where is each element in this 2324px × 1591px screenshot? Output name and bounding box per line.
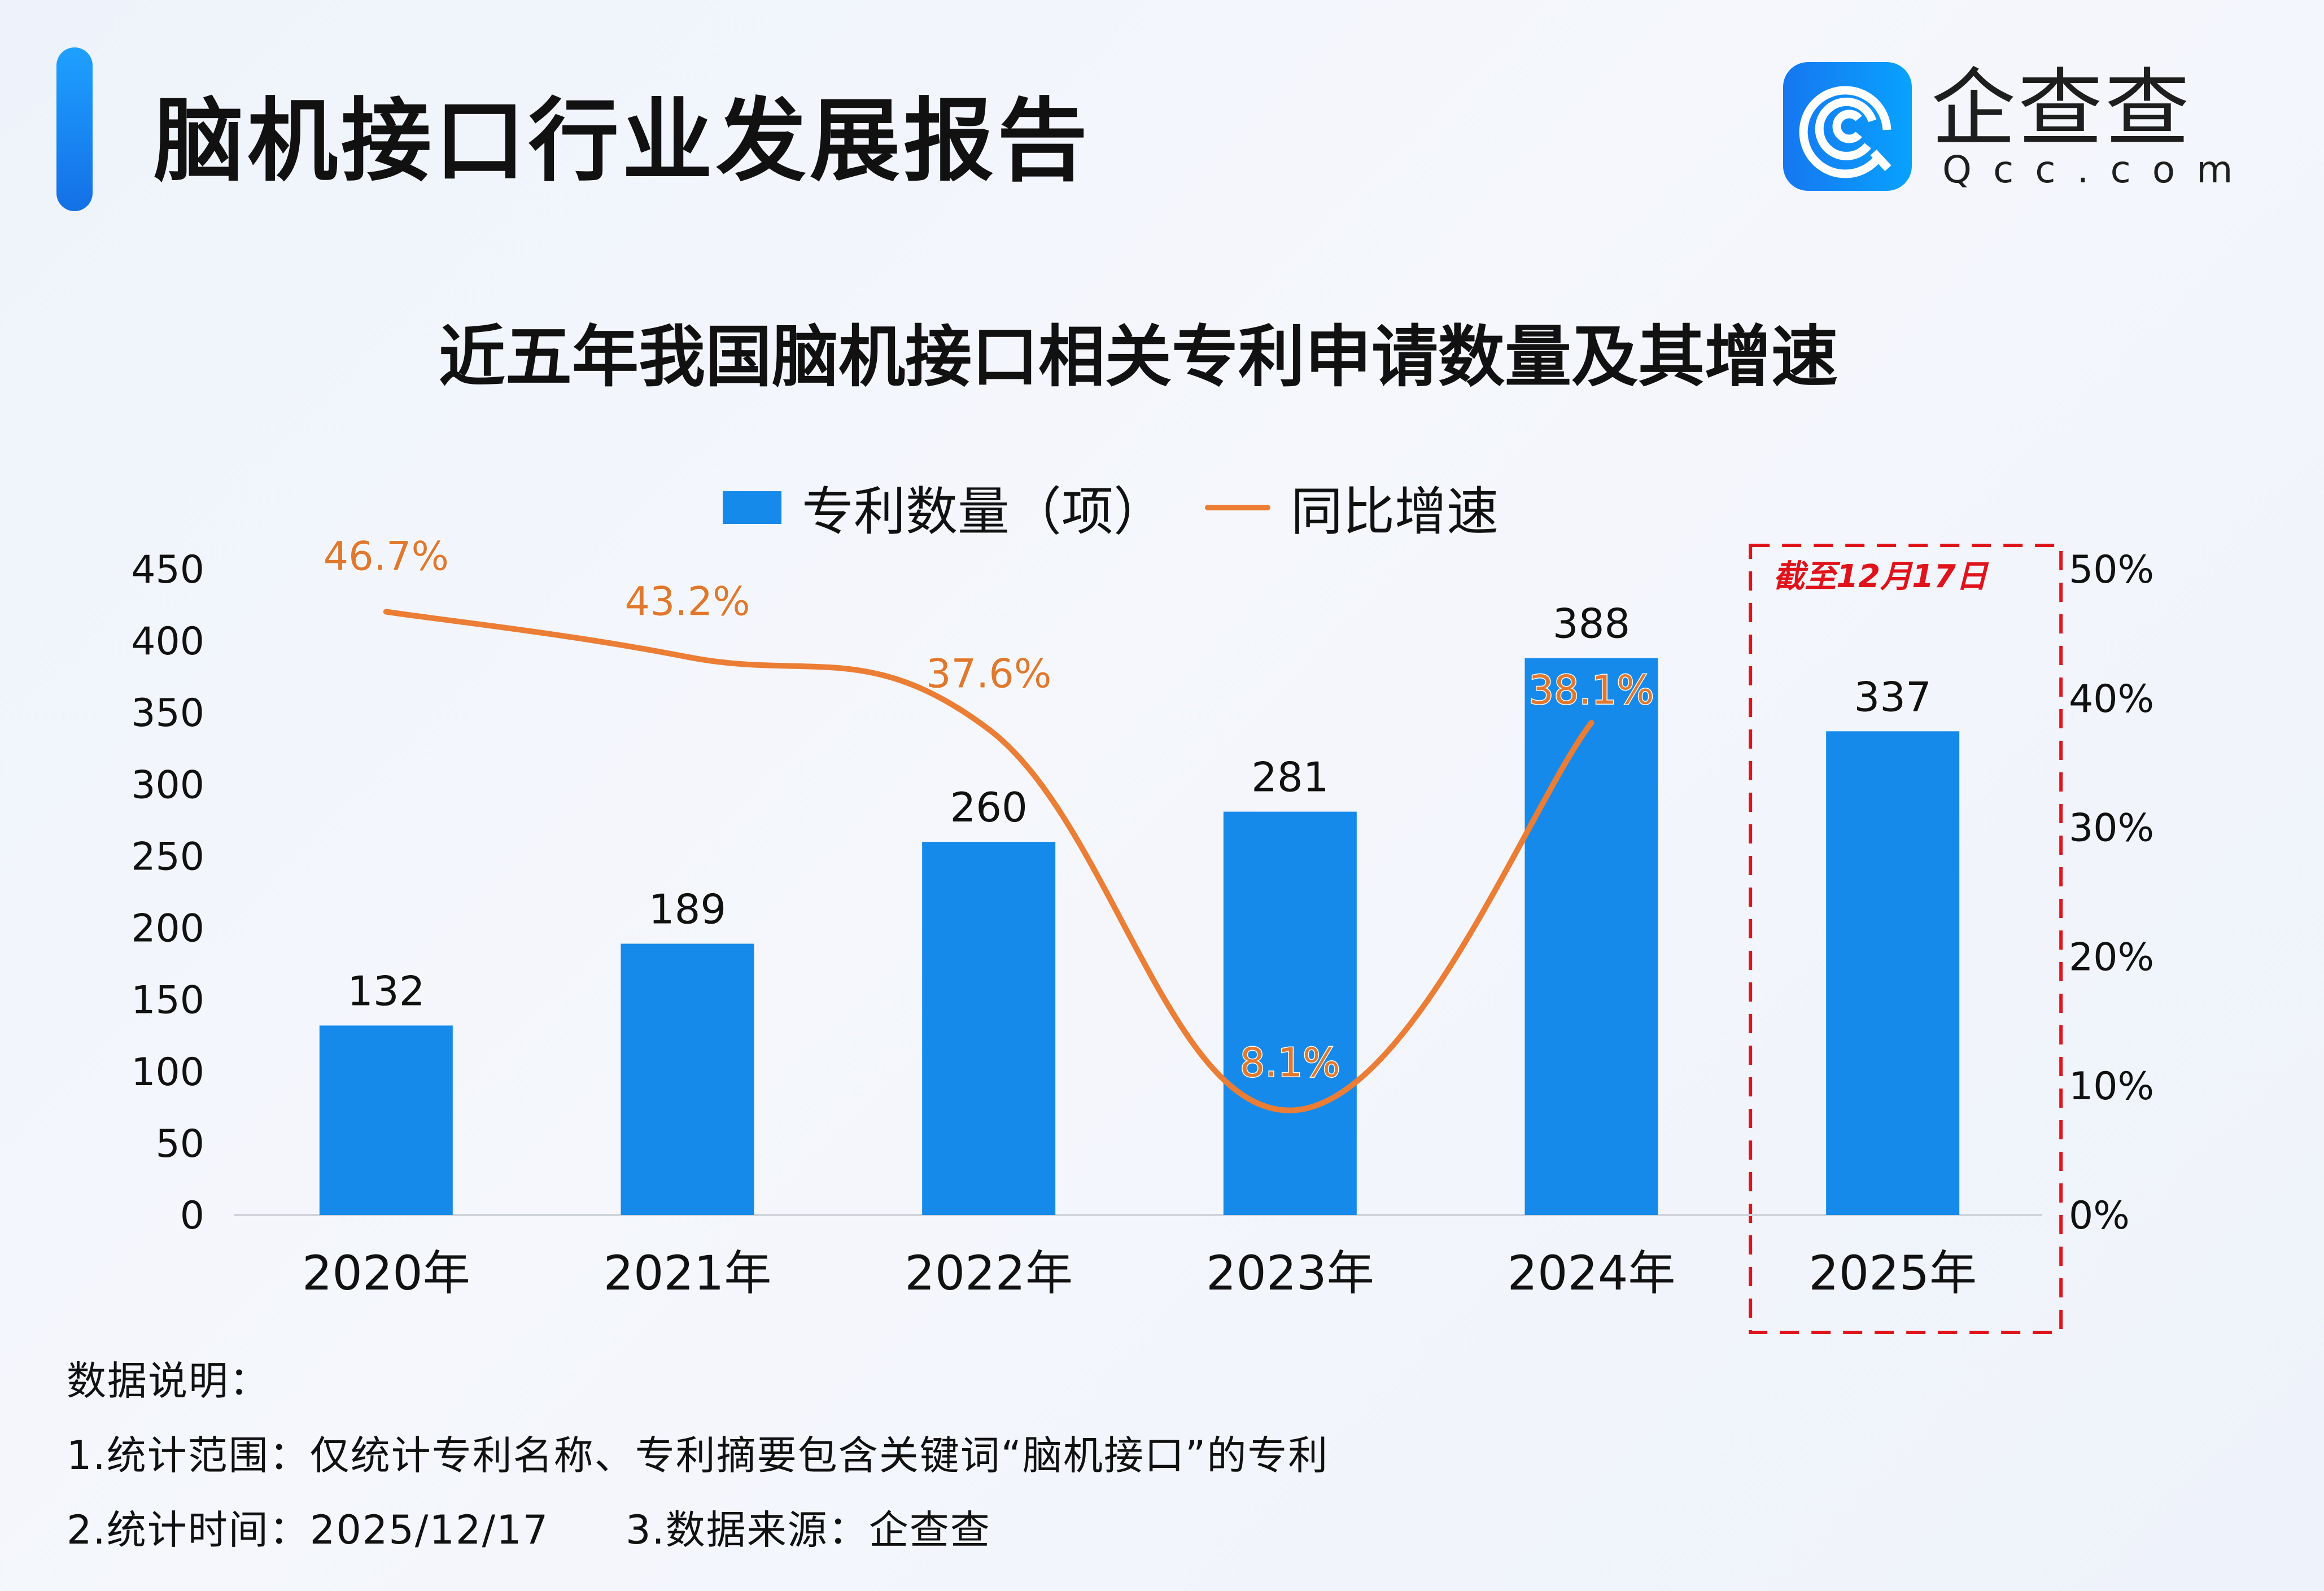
bar <box>1826 731 1960 1215</box>
legend-line-swatch <box>1205 504 1271 510</box>
bar <box>1223 811 1357 1215</box>
left-axis-tick: 0 <box>180 1194 204 1238</box>
bar <box>1524 658 1658 1215</box>
line-value-label: 37.6% <box>926 651 1051 697</box>
x-axis-tick: 2021年 <box>604 1245 772 1301</box>
bar-value-label: 260 <box>950 784 1027 831</box>
page-title: 脑机接口行业发展报告 <box>154 88 1091 194</box>
bar <box>319 1025 453 1215</box>
notes-line-2a: 2.统计时间：2025/12/17 <box>67 1507 549 1553</box>
annotation-box <box>1749 544 2063 1334</box>
qcc-logo-icon <box>1783 62 1912 191</box>
line-value-label: 38.1% <box>1528 667 1654 713</box>
left-axis-tick: 250 <box>131 834 204 879</box>
notes-line-1: 1.统计范围：仅统计专利名称、专利摘要包含关键词“脑机接口”的专利 <box>67 1432 1329 1479</box>
legend-bar-label: 专利数量（项） <box>802 482 1166 542</box>
left-axis-tick: 100 <box>131 1050 204 1095</box>
right-axis-tick: 0% <box>2069 1194 2130 1238</box>
notes-line-2b: 3.数据来源：企查查 <box>626 1507 991 1553</box>
x-axis-tick: 2020年 <box>302 1245 470 1301</box>
bar-value-label: 388 <box>1553 600 1630 648</box>
right-axis-tick: 40% <box>2069 677 2154 722</box>
annotation-text: 截至12月17日 <box>1773 558 1989 595</box>
bar-value-label: 337 <box>1854 673 1931 720</box>
left-axis-tick: 400 <box>131 619 204 664</box>
x-axis-tick: 2022年 <box>905 1245 1073 1301</box>
left-axis-tick: 300 <box>131 763 204 807</box>
line-value-label: 43.2% <box>624 579 750 625</box>
line-value-label: 46.7% <box>324 534 449 580</box>
left-axis-tick: 150 <box>131 978 204 1023</box>
title-accent-bar <box>56 47 93 211</box>
x-axis-tick: 2023年 <box>1206 1245 1374 1301</box>
left-axis-tick: 450 <box>131 548 204 592</box>
x-axis-tick: 2024年 <box>1508 1245 1676 1301</box>
right-axis-tick: 10% <box>2069 1064 2154 1109</box>
bar <box>922 842 1056 1215</box>
bar-value-label: 189 <box>649 886 726 933</box>
legend-bar-swatch <box>723 491 781 524</box>
growth-line <box>383 609 1595 1113</box>
right-axis-tick: 20% <box>2069 935 2154 980</box>
notes-heading: 数据说明： <box>67 1358 270 1404</box>
left-axis-tick: 50 <box>155 1122 204 1166</box>
bar-value-label: 281 <box>1251 754 1329 801</box>
x-axis-tick: 2025年 <box>1808 1245 1977 1301</box>
bar <box>621 943 754 1215</box>
qcc-logo-text: 企查查 <box>1931 60 2192 158</box>
left-axis-tick: 350 <box>131 691 204 736</box>
right-axis-tick: 30% <box>2069 806 2154 851</box>
legend: 专利数量（项） 同比增速 <box>723 470 1499 545</box>
chart-title: 近五年我国脑机接口相关专利申请数量及其增速 <box>438 318 1838 396</box>
line-value-label: 8.1% <box>1240 1040 1340 1086</box>
left-axis-tick: 200 <box>131 907 204 951</box>
bar-value-label: 132 <box>347 967 425 1015</box>
qcc-logo-domain: Qcc.com <box>1942 148 2255 191</box>
right-axis-tick: 50% <box>2069 548 2154 592</box>
legend-line-label: 同比增速 <box>1291 482 1499 542</box>
